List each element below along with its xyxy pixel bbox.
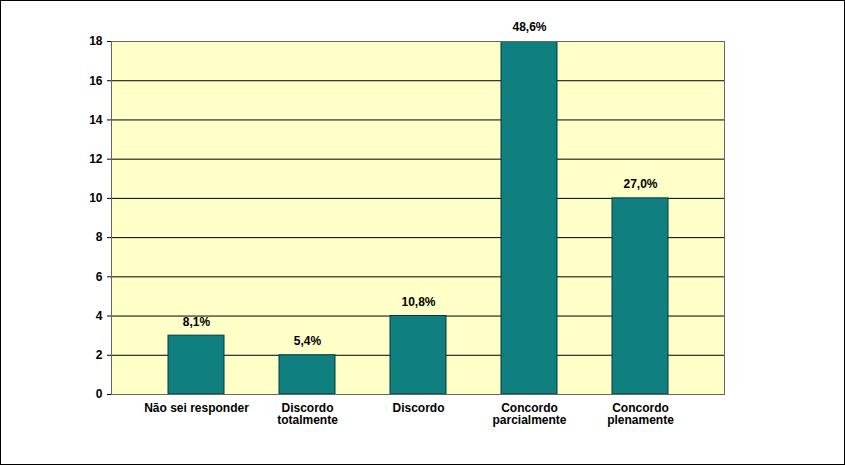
svg-text:10: 10 — [89, 191, 103, 205]
svg-text:0: 0 — [96, 387, 103, 401]
svg-text:12: 12 — [89, 152, 103, 166]
svg-text:14: 14 — [89, 113, 103, 127]
svg-text:2: 2 — [96, 348, 103, 362]
svg-text:Não sei responder: Não sei responder — [144, 401, 249, 415]
svg-text:8,1%: 8,1% — [183, 315, 211, 329]
svg-text:5,4%: 5,4% — [294, 334, 322, 348]
svg-text:Discordototalmente: Discordototalmente — [277, 401, 338, 427]
svg-text:Concordoplenamente: Concordoplenamente — [607, 401, 674, 427]
svg-text:Concordoparcialmente: Concordoparcialmente — [492, 401, 566, 427]
svg-text:16: 16 — [89, 74, 103, 88]
svg-text:27,0%: 27,0% — [623, 177, 657, 191]
svg-text:48,6%: 48,6% — [512, 20, 546, 34]
svg-text:18: 18 — [89, 34, 103, 48]
svg-text:Discordo: Discordo — [392, 401, 444, 415]
svg-text:10,8%: 10,8% — [401, 295, 435, 309]
svg-text:4: 4 — [96, 309, 103, 323]
svg-text:6: 6 — [96, 270, 103, 284]
svg-text:8: 8 — [96, 230, 103, 244]
